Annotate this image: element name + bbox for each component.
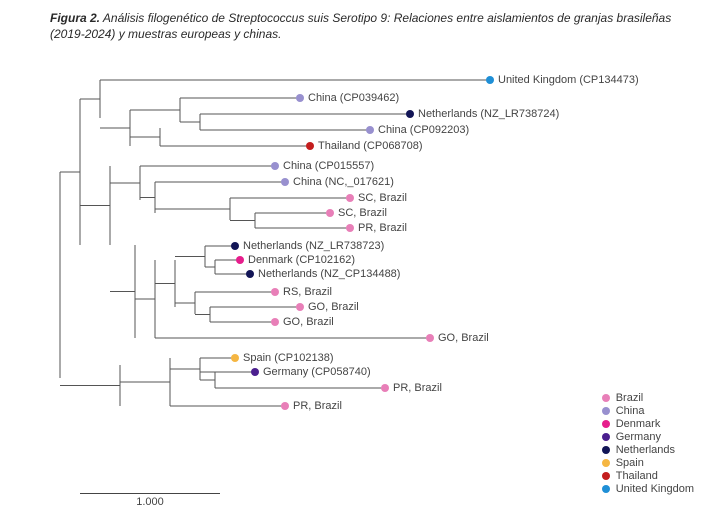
tree-tip: China (CP015557): [271, 160, 374, 172]
tip-label: China (CP039462): [308, 92, 399, 104]
tip-label: SC, Brazil: [358, 192, 407, 204]
scale-bar-line: [80, 493, 220, 494]
figure-caption-text: Análisis filogenético de Streptococcus s…: [50, 11, 671, 41]
country-legend: BrazilChinaDenmarkGermanyNetherlandsSpai…: [602, 391, 694, 496]
legend-dot-icon: [602, 459, 610, 467]
tip-label: China (CP092203): [378, 124, 469, 136]
legend-dot-icon: [602, 433, 610, 441]
legend-item: China: [602, 405, 694, 417]
legend-item: Brazil: [602, 392, 694, 404]
tree-tip: Netherlands (NZ_CP134488): [246, 268, 400, 280]
country-dot-icon: [281, 402, 289, 410]
tree-tip: Netherlands (NZ_LR738723): [231, 240, 384, 252]
legend-dot-icon: [602, 407, 610, 415]
tip-label: China (CP015557): [283, 160, 374, 172]
legend-label: Thailand: [616, 470, 658, 482]
country-dot-icon: [296, 303, 304, 311]
tip-label: United Kingdom (CP134473): [498, 74, 639, 86]
tree-tip: SC, Brazil: [346, 192, 407, 204]
legend-dot-icon: [602, 485, 610, 493]
country-dot-icon: [306, 142, 314, 150]
scale-bar: 1.000: [80, 493, 220, 508]
country-dot-icon: [366, 126, 374, 134]
tree-tip: China (NC,_017621): [281, 176, 394, 188]
country-dot-icon: [346, 194, 354, 202]
legend-label: Spain: [616, 457, 644, 469]
legend-label: Denmark: [616, 418, 661, 430]
legend-dot-icon: [602, 472, 610, 480]
country-dot-icon: [251, 368, 259, 376]
legend-item: Germany: [602, 431, 694, 443]
legend-label: Germany: [616, 431, 661, 443]
tree-tip: GO, Brazil: [296, 301, 359, 313]
legend-label: China: [616, 405, 645, 417]
country-dot-icon: [346, 224, 354, 232]
tree-tip: PR, Brazil: [281, 400, 342, 412]
tip-label: PR, Brazil: [358, 222, 407, 234]
tip-label: GO, Brazil: [438, 332, 489, 344]
figure-caption: Figura 2. Análisis filogenético de Strep…: [50, 10, 694, 42]
tip-label: Netherlands (NZ_CP134488): [258, 268, 400, 280]
country-dot-icon: [231, 354, 239, 362]
country-dot-icon: [271, 162, 279, 170]
legend-label: United Kingdom: [616, 483, 694, 495]
tip-label: GO, Brazil: [283, 316, 334, 328]
tip-label: Germany (CP058740): [263, 366, 371, 378]
tip-label: Denmark (CP102162): [248, 254, 355, 266]
legend-item: Netherlands: [602, 444, 694, 456]
country-dot-icon: [296, 94, 304, 102]
tip-label: China (NC,_017621): [293, 176, 394, 188]
tip-label: Thailand (CP068708): [318, 140, 423, 152]
legend-item: Denmark: [602, 418, 694, 430]
country-dot-icon: [381, 384, 389, 392]
tree-tip: GO, Brazil: [271, 316, 334, 328]
legend-item: United Kingdom: [602, 483, 694, 495]
tip-label: GO, Brazil: [308, 301, 359, 313]
tree-tip: SC, Brazil: [326, 207, 387, 219]
tip-label: SC, Brazil: [338, 207, 387, 219]
tree-tip: China (CP092203): [366, 124, 469, 136]
tip-label: Netherlands (NZ_LR738724): [418, 108, 559, 120]
country-dot-icon: [326, 209, 334, 217]
country-dot-icon: [406, 110, 414, 118]
tree-tip: GO, Brazil: [426, 332, 489, 344]
country-dot-icon: [426, 334, 434, 342]
tree-tip: PR, Brazil: [346, 222, 407, 234]
tree-tip: Spain (CP102138): [231, 352, 334, 364]
tip-label: Netherlands (NZ_LR738723): [243, 240, 384, 252]
country-dot-icon: [281, 178, 289, 186]
country-dot-icon: [486, 76, 494, 84]
tree-tip: Netherlands (NZ_LR738724): [406, 108, 559, 120]
country-dot-icon: [236, 256, 244, 264]
legend-item: Thailand: [602, 470, 694, 482]
country-dot-icon: [246, 270, 254, 278]
tip-label: Spain (CP102138): [243, 352, 334, 364]
country-dot-icon: [271, 318, 279, 326]
country-dot-icon: [231, 242, 239, 250]
legend-item: Spain: [602, 457, 694, 469]
tip-label: PR, Brazil: [293, 400, 342, 412]
tree-tip: PR, Brazil: [381, 382, 442, 394]
tree-tip: United Kingdom (CP134473): [486, 74, 639, 86]
tree-tip: RS, Brazil: [271, 286, 332, 298]
scale-bar-label: 1.000: [80, 496, 220, 508]
tip-label: PR, Brazil: [393, 382, 442, 394]
legend-dot-icon: [602, 446, 610, 454]
tree-tip: China (CP039462): [296, 92, 399, 104]
legend-dot-icon: [602, 394, 610, 402]
figure-label: Figura 2.: [50, 11, 100, 25]
legend-dot-icon: [602, 420, 610, 428]
tree-tip: Thailand (CP068708): [306, 140, 423, 152]
tree-tip: Germany (CP058740): [251, 366, 371, 378]
tree-tip: Denmark (CP102162): [236, 254, 355, 266]
legend-label: Netherlands: [616, 444, 675, 456]
country-dot-icon: [271, 288, 279, 296]
legend-label: Brazil: [616, 392, 644, 404]
tip-label: RS, Brazil: [283, 286, 332, 298]
